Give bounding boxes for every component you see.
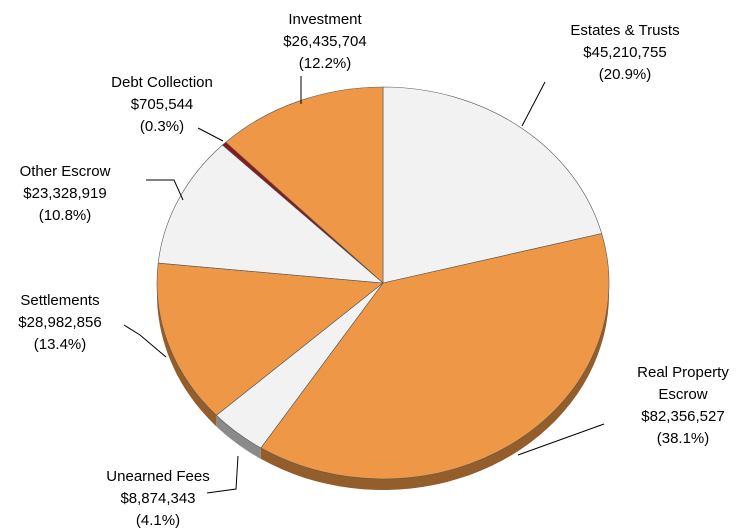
percent-label: (20.9%): [598, 66, 652, 83]
category-label: Unearned Fees: [106, 468, 210, 485]
leader-lines: [123, 76, 605, 494]
percent-label: (13.4%): [33, 336, 87, 353]
percent-label: (4.1%): [135, 512, 181, 529]
pie-slice: [260, 233, 610, 480]
pie-slice: [157, 144, 384, 284]
slice-side: [157, 283, 217, 427]
value-label: $26,435,704: [283, 33, 367, 50]
leader-line: [146, 179, 184, 201]
slice-label: Unearned Fees $8,874,343 (4.1%): [88, 466, 228, 529]
slice-side: [216, 415, 261, 459]
pie-slices: [156, 86, 610, 480]
slice-label: Debt Collection $705,544 (0.3%): [87, 72, 237, 138]
leader-line: [206, 455, 239, 494]
percent-label: (38.1%): [656, 430, 710, 447]
percent-label: (10.8%): [38, 207, 92, 224]
category-label: Other Escrow: [19, 163, 111, 180]
category-label: Investment: [288, 11, 362, 28]
slice-label: Real Property Escrow $82,356,527 (38.1%): [623, 362, 743, 450]
slice-side: [260, 283, 609, 490]
value-label: $8,874,343: [120, 490, 196, 507]
value-label: $23,328,919: [23, 185, 107, 202]
category-label: Estates & Trusts: [570, 22, 680, 39]
leader-line: [197, 127, 224, 142]
category-label: Debt Collection: [111, 74, 213, 91]
leader-line: [517, 423, 605, 456]
percent-label: (0.3%): [139, 118, 185, 135]
slice-label: Settlements $28,982,856 (13.4%): [0, 290, 135, 356]
slice-label: Estates & Trusts $45,210,755 (20.9%): [540, 20, 710, 86]
leader-line: [123, 324, 167, 358]
pie-slice: [156, 262, 384, 416]
value-label: $28,982,856: [18, 314, 102, 331]
pie-slice: [225, 86, 384, 284]
category-label: Settlements: [20, 292, 100, 309]
percent-label: (12.2%): [298, 55, 352, 72]
value-label: $82,356,527: [641, 408, 725, 425]
pie-slice: [382, 86, 603, 284]
pie-sides: [157, 283, 609, 490]
value-label: $705,544: [130, 96, 194, 113]
category-label: Real Property Escrow: [637, 364, 729, 403]
slice-label: Investment $26,435,704 (12.2%): [250, 9, 400, 75]
slice-label: Other Escrow $23,328,919 (10.8%): [0, 161, 140, 227]
value-label: $45,210,755: [583, 44, 667, 61]
leader-line: [521, 81, 546, 127]
